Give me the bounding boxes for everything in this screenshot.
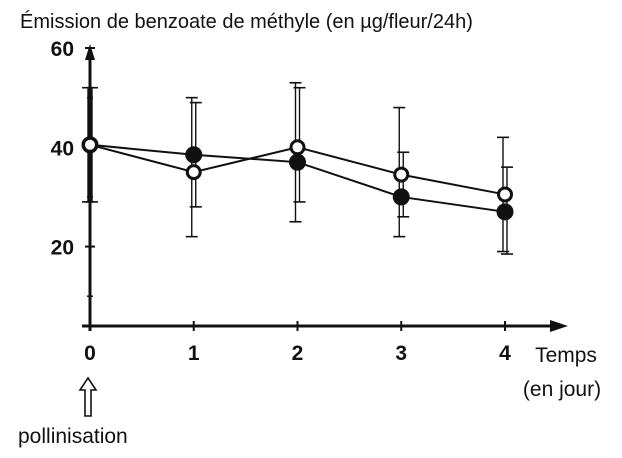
point-filled-3 [392,188,410,206]
x-axis-arrowhead [550,320,568,332]
x-ticks: 0 1 2 3 4 [84,321,511,365]
point-filled-2 [289,153,306,171]
x-tick-label-4: 4 [499,342,511,365]
data-points [81,136,514,221]
point-filled-4 [496,203,514,221]
y-tick-label-60: 60 [51,38,74,61]
x-axis-label-line1: Temps [535,344,597,367]
pollinisation-annotation: pollinisation [18,376,128,448]
point-open-4 [497,186,513,203]
point-open-3 [393,166,410,183]
up-arrow-outline-icon [78,376,98,417]
chart-title: Émission de benzoate de méthyle (en µg/f… [20,10,473,33]
y-axis-arrowhead [85,44,95,60]
point-open-0 [82,136,98,153]
axes [82,44,568,332]
point-open-2 [289,139,306,156]
annotation-pollinisation: pollinisation [18,425,128,448]
y-tick-label-20: 20 [51,237,74,260]
x-axis-label-line2: (en jour) [523,378,601,401]
x-tick-label-0: 0 [84,342,96,365]
point-filled-1 [185,146,203,164]
y-tick-label-40: 40 [51,137,74,160]
x-tick-label-1: 1 [188,342,200,365]
point-open-1 [185,164,202,181]
x-tick-label-3: 3 [395,342,407,365]
x-tick-label-2: 2 [292,342,304,365]
